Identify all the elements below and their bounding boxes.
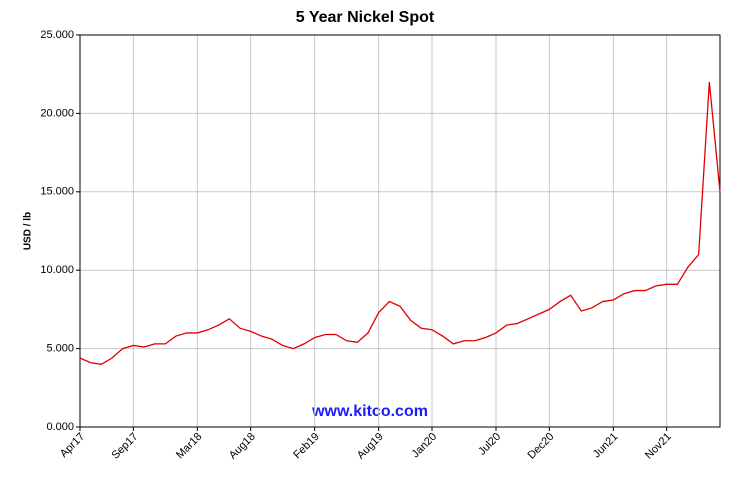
y-tick-label: 15.000 [40, 186, 74, 198]
x-tick-label: Apr17 [58, 431, 87, 460]
watermark: www.kitco.com [311, 403, 428, 420]
y-axis-label: USD / lb [23, 212, 34, 250]
x-tick-label: Jun21 [591, 431, 621, 461]
x-tick-label: Dec20 [526, 431, 557, 462]
plot-frame [79, 34, 721, 428]
y-tick-label: 25.000 [40, 29, 74, 41]
data-line [79, 81, 721, 365]
x-tick-label: Mar18 [174, 431, 205, 462]
y-tick-label: 0.000 [46, 421, 74, 433]
chart-title: 5 Year Nickel Spot [296, 9, 435, 26]
x-tick-label: Aug19 [355, 431, 386, 462]
x-tick-label: Feb19 [291, 431, 322, 462]
x-tick-label: Sep17 [110, 431, 141, 462]
y-tick-label: 20.000 [40, 107, 74, 119]
x-tick-label: Jul20 [476, 431, 503, 458]
x-tick-label: Nov21 [643, 431, 674, 462]
x-tick-label: Jan20 [409, 431, 439, 461]
x-tick-label: Aug18 [227, 431, 258, 462]
y-tick-label: 5.000 [46, 343, 74, 355]
y-tick-label: 10.000 [40, 264, 74, 276]
